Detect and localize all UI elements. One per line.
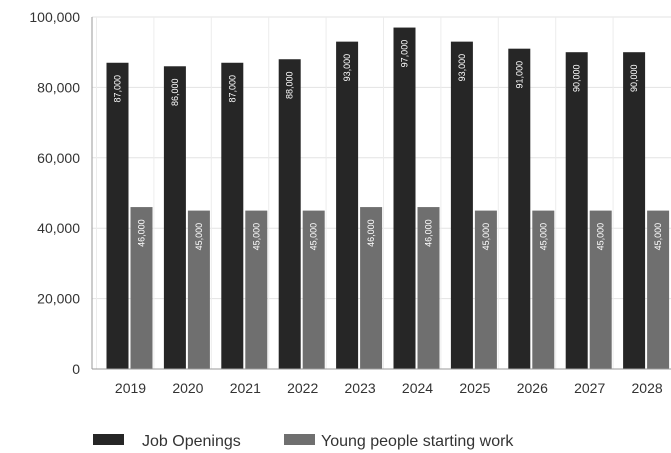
y-tick-label: 60,000 (37, 150, 80, 166)
legend-label-job-openings: Job Openings (142, 433, 241, 450)
x-tick-label: 2020 (172, 380, 203, 396)
y-tick-label: 20,000 (37, 291, 80, 307)
legend-swatch-young-people (284, 434, 315, 445)
data-label: 45,000 (596, 223, 606, 251)
bar-young-people (245, 210, 268, 369)
x-tick-label: 2022 (287, 380, 318, 396)
bar-young-people (532, 210, 555, 369)
x-tick-label: 2027 (574, 380, 605, 396)
x-tick-label: 2024 (402, 380, 433, 396)
x-tick-label: 2028 (632, 380, 663, 396)
data-label: 45,000 (538, 223, 548, 251)
data-label: 46,000 (137, 219, 147, 247)
bar-job-openings (278, 59, 301, 370)
x-tick-label: 2019 (115, 380, 146, 396)
bar-young-people (589, 210, 612, 369)
bar-job-openings (106, 62, 129, 369)
bar-young-people (130, 207, 153, 369)
data-label: 46,000 (424, 219, 434, 247)
bar-job-openings (393, 27, 416, 370)
data-label: 45,000 (309, 223, 319, 251)
data-label: 86,000 (170, 79, 180, 107)
y-tick-label: 40,000 (37, 220, 80, 236)
bar-young-people (647, 210, 670, 369)
bar-layer (106, 27, 670, 370)
legend-label-young-people: Young people starting work (321, 433, 514, 450)
bar-young-people (187, 210, 210, 369)
bar-job-openings (163, 66, 186, 369)
data-label: 93,000 (342, 54, 352, 82)
x-tick-label: 2026 (517, 380, 548, 396)
data-label: 90,000 (572, 64, 582, 92)
y-tick-label: 0 (72, 361, 80, 377)
data-label: 46,000 (366, 219, 376, 247)
grid-layer (92, 16, 671, 369)
data-label: 45,000 (653, 223, 663, 251)
bar-job-openings (450, 41, 473, 369)
bar-job-openings (623, 52, 646, 369)
bar-job-openings (336, 41, 359, 369)
label-layer: 87,000 86,000 87,000 88,000 93,000 97,000 93,0… (113, 40, 664, 251)
bar-job-openings (221, 62, 244, 369)
data-label: 87,000 (113, 75, 123, 103)
x-tick-label: 2021 (230, 380, 261, 396)
legend-swatch-job-openings (93, 434, 124, 445)
data-label: 93,000 (457, 54, 467, 82)
data-label: 97,000 (400, 40, 410, 68)
data-label: 45,000 (481, 223, 491, 251)
x-tick-label: 2023 (345, 380, 376, 396)
data-label: 87,000 (227, 75, 237, 103)
data-label: 45,000 (251, 223, 261, 251)
bar-young-people (302, 210, 325, 369)
bar-young-people (417, 207, 440, 369)
bar-young-people (360, 207, 383, 369)
y-tick-label: 100,000 (29, 9, 80, 25)
data-label: 91,000 (514, 61, 524, 89)
x-tick-label: 2025 (459, 380, 490, 396)
bar-job-openings (565, 52, 588, 369)
data-label: 88,000 (285, 71, 295, 99)
axis-layer: 0 20,000 40,000 60,000 80,000 100,000 2019 2020… (29, 9, 671, 396)
data-label: 90,000 (629, 64, 639, 92)
y-tick-label: 80,000 (37, 79, 80, 95)
data-label: 45,000 (194, 223, 204, 251)
bar-young-people (474, 210, 497, 369)
legend: Job Openings Young people starting work (93, 433, 514, 450)
bar-job-openings (508, 48, 531, 370)
